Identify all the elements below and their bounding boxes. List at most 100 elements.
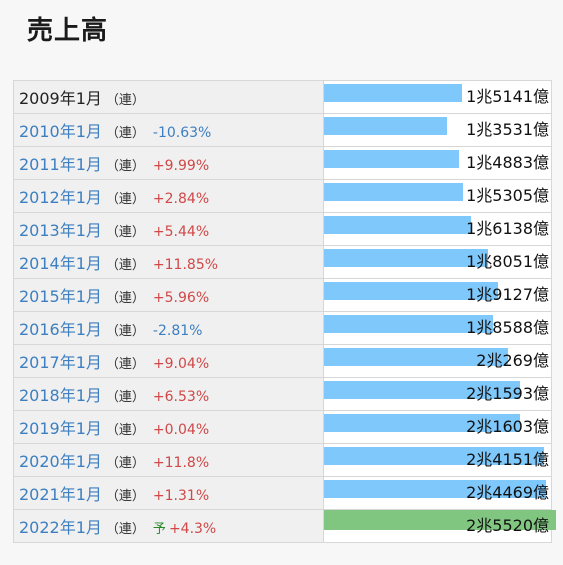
amount-label: 1兆9127億 (466, 285, 549, 304)
sales-bar (324, 150, 459, 168)
amount-cell: 1兆6138億 (323, 212, 552, 246)
sales-bar (324, 381, 520, 399)
table-row: 2022年1月 （連） 予 +4.3% 2兆5520億 (13, 509, 556, 543)
period-cell: 2021年1月 （連） +1.31% (13, 476, 324, 510)
table-row: 2010年1月 （連） -10.63% 1兆3531億 (13, 113, 552, 147)
basis-label: （連） (105, 126, 145, 141)
table-row: 2017年1月 （連） +9.04% 2兆269億 (13, 344, 552, 378)
basis-label: （連） (105, 324, 145, 339)
period-cell: 2011年1月 （連） +9.99% (13, 146, 324, 180)
period-link[interactable]: 2011年1月 (19, 155, 102, 174)
period-cell: 2022年1月 （連） 予 +4.3% (13, 509, 324, 543)
amount-label: 2兆1593億 (466, 384, 549, 403)
period-cell: 2019年1月 （連） +0.04% (13, 410, 324, 444)
period-cell: 2010年1月 （連） -10.63% (13, 113, 324, 147)
period-label: 2009年1月 (19, 89, 102, 108)
period-cell: 2015年1月 （連） +5.96% (13, 278, 324, 312)
basis-label: （連） (105, 192, 145, 207)
table-row: 2021年1月 （連） +1.31% 2兆4469億 (13, 476, 552, 510)
table-row: 2015年1月 （連） +5.96% 1兆9127億 (13, 278, 552, 312)
amount-cell: 2兆269億 (323, 344, 552, 378)
period-cell: 2012年1月 （連） +2.84% (13, 179, 324, 213)
basis-label: （連） (105, 93, 145, 108)
period-cell: 2013年1月 （連） +5.44% (13, 212, 324, 246)
amount-cell: 2兆1593億 (323, 377, 552, 411)
table-row: 2019年1月 （連） +0.04% 2兆1603億 (13, 410, 552, 444)
change-percent: -2.81% (152, 323, 203, 339)
sales-bar (324, 447, 544, 465)
table-row: 2014年1月 （連） +11.85% 1兆8051億 (13, 245, 552, 279)
period-link[interactable]: 2019年1月 (19, 419, 102, 438)
sales-bar (324, 84, 462, 102)
period-link[interactable]: 2013年1月 (19, 221, 102, 240)
basis-label: （連） (105, 390, 145, 405)
change-percent: +9.04% (152, 356, 210, 372)
amount-cell: 2兆4469億 (323, 476, 552, 510)
period-link[interactable]: 2021年1月 (19, 485, 102, 504)
sales-rows: 2009年1月 （連） 1兆5141億 2010年1月 （連） -10.63% 1兆3531… (13, 80, 556, 543)
period-cell: 2014年1月 （連） +11.85% (13, 245, 324, 279)
basis-label: （連） (105, 225, 145, 240)
amount-label: 1兆8051億 (466, 252, 549, 271)
change-percent: +5.96% (152, 290, 210, 306)
amount-label: 2兆1603億 (466, 417, 549, 436)
table-row: 2018年1月 （連） +6.53% 2兆1593億 (13, 377, 552, 411)
sales-bar (324, 117, 447, 135)
sales-bar (324, 348, 508, 366)
period-cell: 2009年1月 （連） (13, 80, 324, 114)
period-link[interactable]: 2012年1月 (19, 188, 102, 207)
sales-table: 2009年1月 （連） 1兆5141億 2010年1月 （連） -10.63% 1兆3531… (13, 80, 556, 543)
amount-cell: 1兆8588億 (323, 311, 552, 345)
sales-bar (324, 480, 546, 498)
page-title: 売上高 (27, 16, 109, 46)
table-row: 2016年1月 （連） -2.81% 1兆8588億 (13, 311, 552, 345)
basis-label: （連） (105, 489, 145, 504)
period-link[interactable]: 2010年1月 (19, 122, 102, 141)
period-link[interactable]: 2014年1月 (19, 254, 102, 273)
basis-label: （連） (105, 159, 145, 174)
period-link[interactable]: 2020年1月 (19, 452, 102, 471)
change-percent: +0.04% (152, 422, 210, 438)
period-link[interactable]: 2017年1月 (19, 353, 102, 372)
amount-label: 2兆4469億 (466, 483, 549, 502)
amount-label: 2兆5520億 (466, 516, 549, 535)
amount-cell: 1兆3531億 (323, 113, 552, 147)
amount-label: 2兆4151億 (466, 450, 549, 469)
amount-cell: 1兆5141億 (323, 80, 552, 114)
change-percent: +9.99% (152, 158, 210, 174)
sales-bar (324, 315, 493, 333)
amount-cell: 2兆4151億 (323, 443, 552, 477)
sales-bar (324, 216, 471, 234)
amount-label: 1兆3531億 (466, 120, 549, 139)
amount-cell: 1兆4883億 (323, 146, 552, 180)
amount-label: 1兆5141億 (466, 87, 549, 106)
sales-bar (324, 414, 520, 432)
period-cell: 2018年1月 （連） +6.53% (13, 377, 324, 411)
period-cell: 2016年1月 （連） -2.81% (13, 311, 324, 345)
amount-cell: 1兆9127億 (323, 278, 552, 312)
table-row: 2009年1月 （連） 1兆5141億 (13, 80, 552, 114)
basis-label: （連） (105, 522, 145, 537)
sales-bar (324, 282, 498, 300)
amount-cell: 1兆5305億 (323, 179, 552, 213)
change-percent: +5.44% (152, 224, 210, 240)
amount-label: 1兆8588億 (466, 318, 549, 337)
amount-label: 1兆6138億 (466, 219, 549, 238)
basis-label: （連） (105, 291, 145, 306)
table-row: 2020年1月 （連） +11.8% 2兆4151億 (13, 443, 552, 477)
period-link[interactable]: 2015年1月 (19, 287, 102, 306)
change-percent: +11.85% (152, 257, 219, 273)
period-cell: 2017年1月 （連） +9.04% (13, 344, 324, 378)
basis-label: （連） (105, 456, 145, 471)
change-percent: +1.31% (152, 488, 210, 504)
period-link[interactable]: 2016年1月 (19, 320, 102, 339)
amount-label: 1兆5305億 (466, 186, 549, 205)
change-percent: -10.63% (152, 125, 212, 141)
period-link[interactable]: 2018年1月 (19, 386, 102, 405)
basis-label: （連） (105, 357, 145, 372)
period-cell: 2020年1月 （連） +11.8% (13, 443, 324, 477)
amount-cell: 2兆1603億 (323, 410, 552, 444)
period-link[interactable]: 2022年1月 (19, 518, 102, 537)
change-percent: +11.8% (152, 455, 210, 471)
sales-bar (324, 249, 488, 267)
